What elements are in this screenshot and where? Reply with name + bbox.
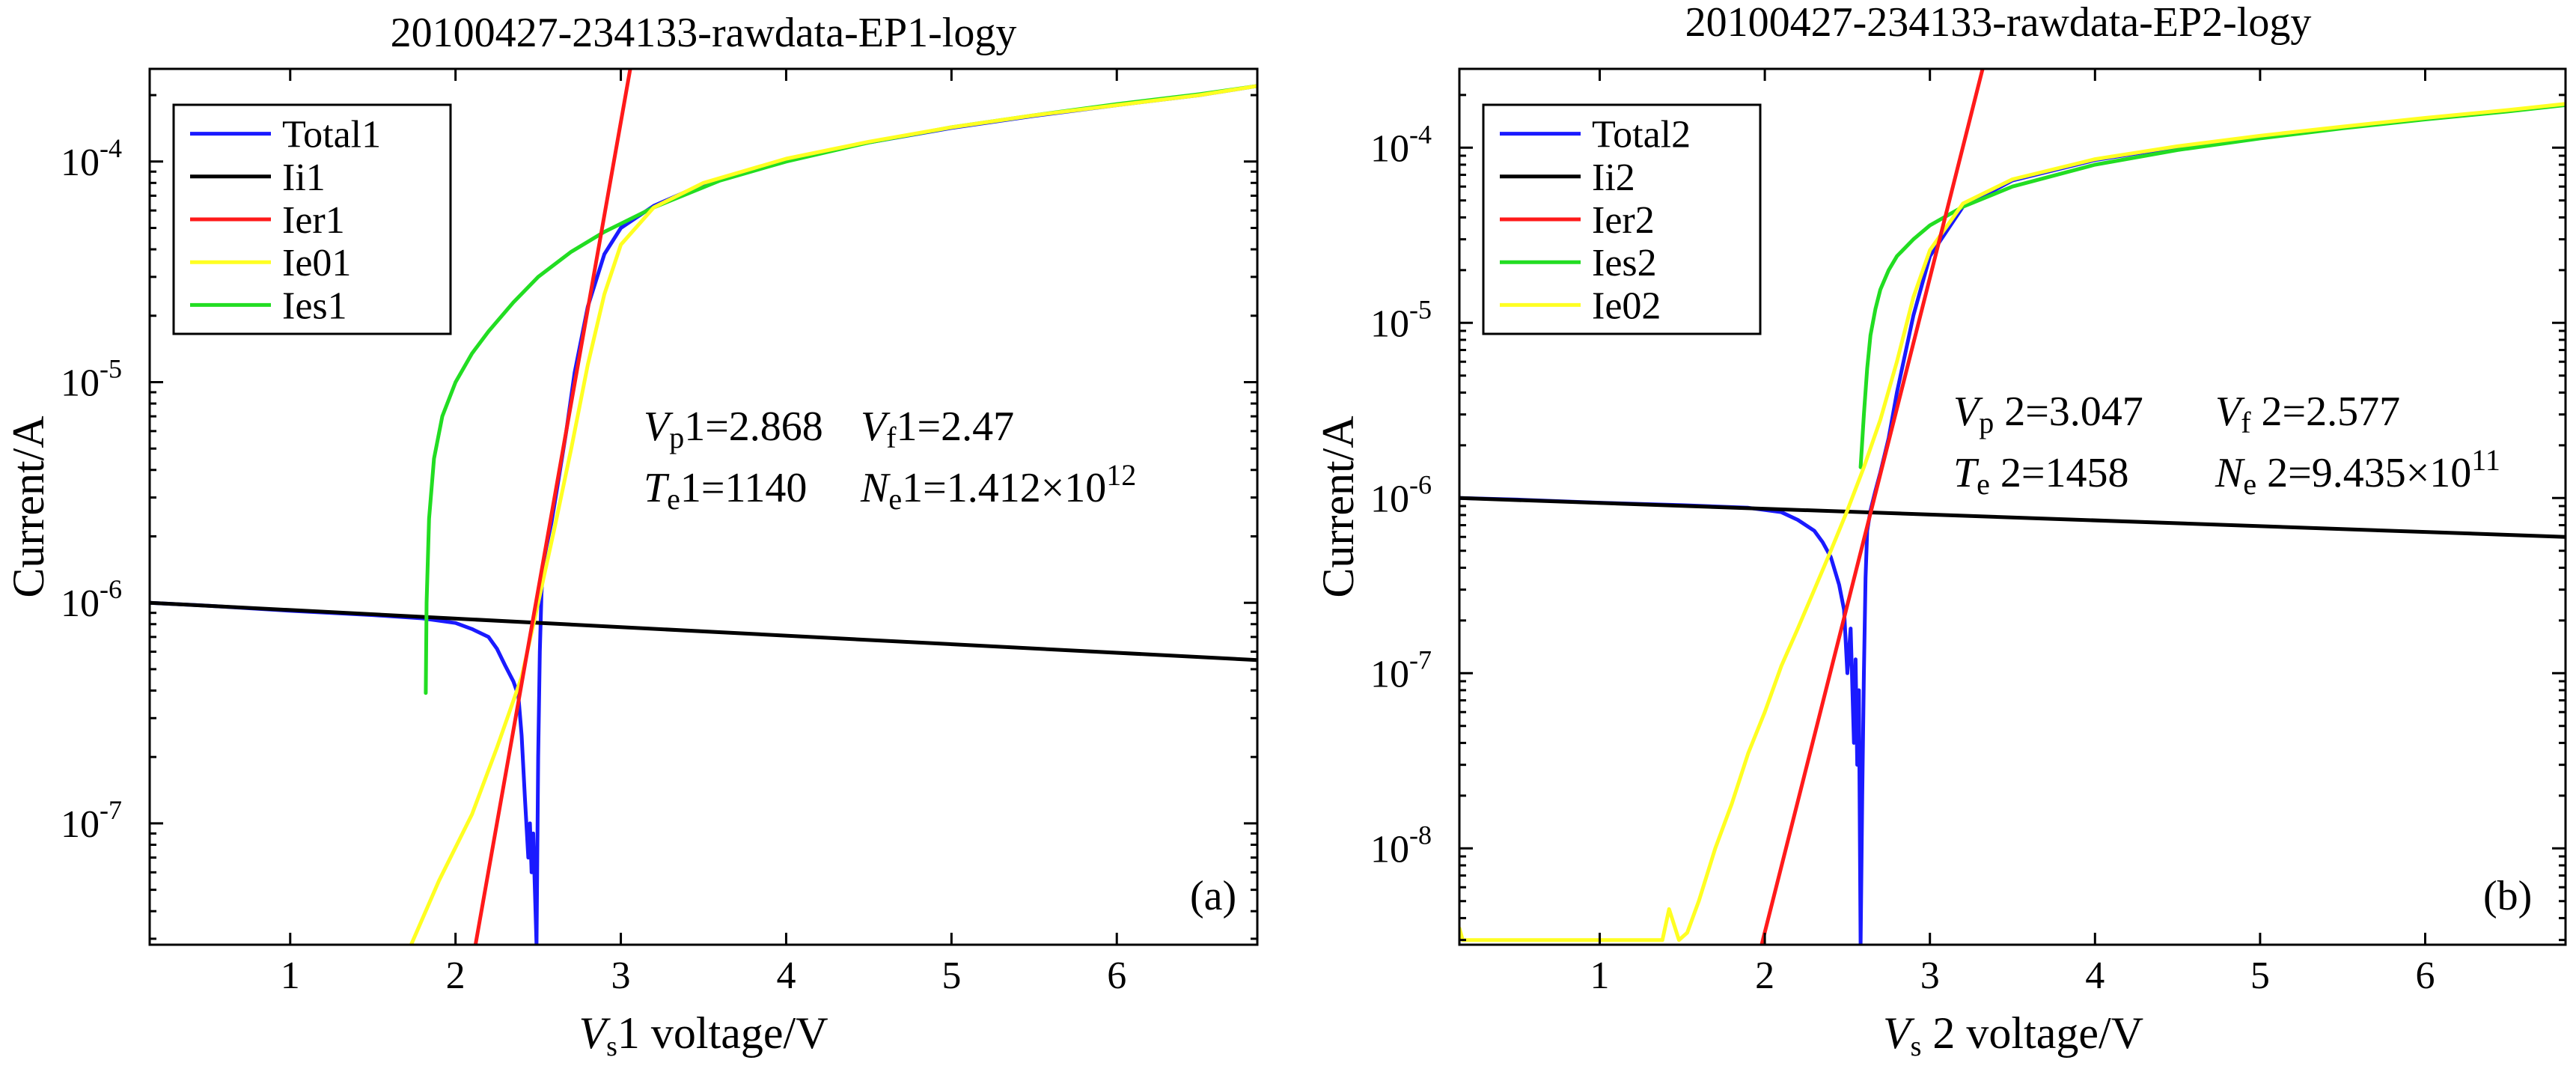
- series-ie02-line: [1459, 102, 2566, 942]
- y-tick-label-a: 10-4: [61, 133, 122, 184]
- annotations-a: Vp1=2.868 Vf1=2.47 Te1=1140 Ne1=1.412×10…: [644, 403, 1136, 516]
- y-tick-label-a: 10-7: [61, 795, 122, 846]
- y-axis-label-b: Current/A: [1313, 415, 1363, 597]
- panel-label-b: (b): [2483, 873, 2532, 919]
- legend-label-total2: Total2: [1592, 114, 1691, 156]
- series-ier2-line: [1759, 69, 1985, 945]
- panel-label-a: (a): [1190, 873, 1236, 919]
- annotation-te-a: Te1=1140: [644, 465, 807, 516]
- legend-label-ier2: Ier2: [1592, 199, 1655, 242]
- x-axis-label-b: Vs 2 voltage/V: [1883, 1008, 2143, 1062]
- legend-label-ier1: Ier1: [282, 199, 345, 242]
- title-a: 20100427-234133-rawdata-EP1-logy: [391, 10, 1017, 56]
- legend-label-ie02: Ie02: [1592, 284, 1661, 327]
- x-tick-label-a: 2: [446, 954, 466, 997]
- y-tick-label-b: 10-7: [1370, 645, 1432, 695]
- x-tick-label-a: 5: [941, 954, 961, 997]
- curves-b: [1459, 69, 2566, 945]
- x-ticks-b: 1 2 3 4 5 6: [1590, 69, 2435, 997]
- x-tick-label-b: 6: [2415, 954, 2435, 997]
- x-tick-label-b: 3: [1920, 954, 1940, 997]
- series-ii2-line: [1459, 496, 2566, 539]
- annotation-vf-a: Vf1=2.47: [861, 403, 1014, 454]
- x-axis-label-a: Vs1 voltage/V: [579, 1008, 828, 1062]
- annotation-vf-b: Vf 2=2.577: [2215, 389, 2400, 439]
- x-tick-label-a: 1: [281, 954, 300, 997]
- annotation-ne-a: Ne1=1.412×1012: [860, 458, 1136, 516]
- y-tick-label-a: 10-6: [61, 574, 122, 625]
- y-tick-label-b: 10-4: [1370, 119, 1432, 170]
- annotation-ne-b: Ne 2=9.435×1011: [2215, 443, 2500, 501]
- annotations-b: Vp 2=3.047 Vf 2=2.577 Te 2=1458 Ne 2=9.4…: [1953, 389, 2500, 501]
- x-tick-label-b: 2: [1755, 954, 1774, 997]
- y-tick-label-b: 10-6: [1370, 469, 1432, 520]
- x-tick-label-a: 6: [1107, 954, 1126, 997]
- series-ii1-line: [150, 600, 1257, 663]
- y-tick-label-b: 10-5: [1370, 294, 1432, 345]
- x-tick-label-a: 3: [611, 954, 631, 997]
- annotation-te-b: Te 2=1458: [1953, 450, 2129, 501]
- x-tick-label-b: 5: [2250, 954, 2270, 997]
- annotation-vp-b: Vp 2=3.047: [1953, 389, 2143, 439]
- y-tick-label-b: 10-8: [1370, 820, 1432, 871]
- legend-label-ies2: Ies2: [1592, 242, 1657, 284]
- legend-label-ii1: Ii1: [282, 156, 326, 199]
- legend-label-ie01: Ie01: [282, 242, 351, 284]
- title-b: 20100427-234133-rawdata-EP2-logy: [1685, 0, 2312, 46]
- x-tick-label-a: 4: [776, 954, 796, 997]
- y-tick-label-a: 10-5: [61, 353, 122, 404]
- annotation-vp-a: Vp1=2.868: [644, 403, 823, 454]
- x-tick-label-b: 1: [1590, 954, 1610, 997]
- legend-label-ii2: Ii2: [1592, 156, 1635, 199]
- legend-label-ies1: Ies1: [282, 284, 347, 327]
- y-axis-label-a: Current/A: [4, 415, 53, 597]
- legend-label-total1: Total1: [282, 114, 381, 156]
- x-tick-label-b: 4: [2085, 954, 2105, 997]
- series-ie01-line: [409, 84, 1257, 945]
- y-ticks-a: 10-4 10-5 10-6 10-7: [61, 94, 1257, 940]
- y-ticks-b: 10-4 10-5 10-6 10-7 10-8: [1370, 94, 2566, 942]
- series-ier1-line: [473, 69, 632, 945]
- x-ticks-a: 1 2 3 4 5 6: [281, 69, 1126, 997]
- series-ies1-line: [424, 84, 1257, 695]
- curves-a: [150, 69, 1257, 945]
- plot-frame-a: [148, 67, 1259, 946]
